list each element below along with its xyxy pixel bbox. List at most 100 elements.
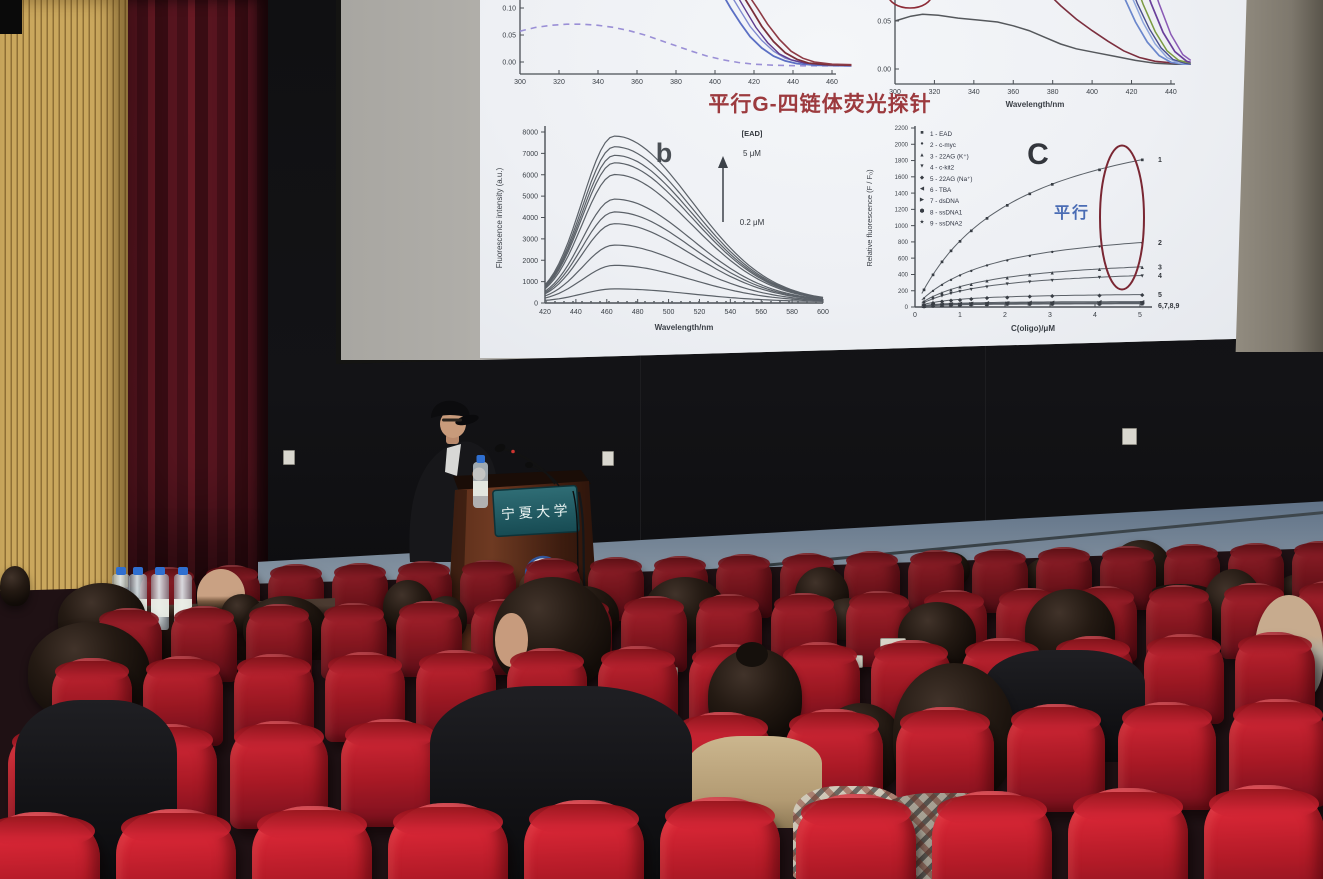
wood-slat-wall — [0, 0, 128, 642]
svg-text:1000: 1000 — [522, 279, 538, 286]
svg-text:●: ● — [1051, 250, 1054, 256]
svg-text:0.05: 0.05 — [877, 19, 891, 26]
svg-text:⬢: ⬢ — [920, 207, 925, 214]
audience-head — [0, 566, 30, 606]
chart-uv-spectra-left: 300 320 340 360 380 400 420 440 460 0.10 0.05 0.00 — [480, 0, 860, 95]
speaker-shirt — [445, 444, 461, 476]
svg-text:1600: 1600 — [895, 175, 909, 181]
svg-text:480: 480 — [632, 309, 644, 316]
svg-text:380: 380 — [670, 79, 682, 86]
svg-text:◆: ◆ — [949, 298, 954, 304]
svg-text:420: 420 — [539, 309, 551, 316]
speaker-cap — [431, 400, 470, 418]
seat — [524, 800, 644, 879]
svg-text:◀: ◀ — [1140, 300, 1145, 306]
svg-text:●: ● — [931, 289, 934, 295]
svg-text:▲: ▲ — [939, 291, 944, 297]
svg-text:■: ■ — [1006, 203, 1009, 209]
svg-text:▼: ▼ — [984, 284, 989, 290]
svg-text:8000: 8000 — [522, 130, 538, 137]
svg-text:◆: ◆ — [940, 299, 945, 305]
svg-text:▲: ▲ — [1097, 267, 1102, 273]
svg-text:420: 420 — [748, 79, 760, 86]
slide-title: 平行G-四链体荧光探针 — [708, 93, 932, 116]
svg-text:440: 440 — [1165, 89, 1177, 96]
seat — [1292, 541, 1323, 605]
seat — [116, 809, 236, 879]
chart-titration-c: 0 200 400 600 800 1000 1200 1400 1600 1800 2000 220… — [860, 118, 1248, 348]
svg-text:■: ■ — [1141, 158, 1144, 164]
svg-text:1: 1 — [1158, 157, 1162, 164]
svg-text:2 - c-myc: 2 - c-myc — [930, 142, 956, 149]
svg-text:340: 340 — [968, 89, 980, 96]
presentation-slide: 300 320 340 360 380 400 420 440 460 0.10 0.05 0.00 … — [480, 0, 1248, 358]
svg-text:◆: ◆ — [1097, 293, 1102, 299]
svg-text:560: 560 — [755, 309, 767, 316]
svg-text:C(oligo)/μM: C(oligo)/μM — [1011, 324, 1055, 333]
svg-text:▶: ▶ — [920, 197, 925, 203]
svg-text:C: C — [1027, 138, 1049, 171]
svg-text:★: ★ — [920, 219, 925, 226]
svg-text:0.05: 0.05 — [502, 33, 516, 40]
svg-text:▲: ▲ — [957, 285, 962, 291]
svg-text:◆: ◆ — [985, 296, 990, 302]
svg-text:▼: ▼ — [1005, 282, 1010, 288]
microphone-capsule — [494, 443, 506, 453]
svg-text:b: b — [656, 138, 673, 168]
svg-text:0: 0 — [905, 305, 909, 311]
svg-text:▲: ▲ — [1027, 273, 1032, 279]
chart-canvas: 0200400600800100012001400160018002000220… — [865, 126, 1180, 333]
svg-text:★: ★ — [940, 302, 945, 309]
svg-text:440: 440 — [570, 309, 582, 316]
svg-text:460: 460 — [601, 309, 613, 316]
svg-text:■: ■ — [970, 228, 973, 234]
svg-text:360: 360 — [631, 79, 643, 86]
svg-text:★: ★ — [969, 302, 974, 309]
svg-text:▲: ▲ — [984, 279, 989, 285]
svg-text:1400: 1400 — [895, 191, 909, 197]
svg-text:▼: ▼ — [930, 297, 935, 303]
svg-text:6 - TBA: 6 - TBA — [930, 187, 952, 194]
svg-text:★: ★ — [958, 302, 963, 309]
chart-canvas: 0 1000 2000 3000 4000 5000 6000 7000 8000 420 440 4… — [495, 126, 829, 332]
seat — [660, 797, 780, 879]
right-side-wall — [1235, 0, 1323, 352]
seat — [252, 806, 372, 879]
svg-text:▲: ▲ — [919, 152, 924, 158]
svg-text:Fluorescence intensity (a.u.): Fluorescence intensity (a.u.) — [495, 167, 504, 268]
svg-text:1000: 1000 — [895, 224, 909, 230]
svg-text:Wavelength/nm: Wavelength/nm — [655, 323, 714, 332]
speaker-face — [440, 410, 466, 438]
svg-text:◆: ◆ — [1028, 294, 1033, 300]
svg-text:●: ● — [1098, 244, 1101, 250]
svg-text:★: ★ — [1005, 301, 1010, 308]
svg-text:320: 320 — [553, 79, 565, 86]
seat — [1007, 704, 1105, 812]
svg-text:500: 500 — [663, 309, 675, 316]
svg-text:★: ★ — [922, 303, 927, 310]
svg-text:300: 300 — [514, 79, 526, 86]
svg-text:4: 4 — [1093, 312, 1097, 319]
microphone-indicator — [511, 449, 515, 454]
svg-text:▼: ▼ — [1050, 278, 1055, 284]
svg-text:1200: 1200 — [895, 208, 909, 214]
svg-text:●: ● — [949, 277, 952, 283]
speaker-glasses — [442, 418, 462, 422]
svg-text:2000: 2000 — [895, 142, 909, 148]
svg-text:⬢: ⬢ — [1140, 300, 1145, 307]
seat — [796, 794, 916, 879]
svg-text:0: 0 — [534, 301, 538, 308]
svg-text:5 μM: 5 μM — [743, 149, 761, 158]
seat — [1204, 785, 1323, 879]
wall-switch-plate — [283, 450, 295, 465]
svg-text:4000: 4000 — [522, 215, 538, 222]
svg-text:★: ★ — [949, 302, 954, 309]
seat — [171, 606, 237, 682]
svg-text:Wavelength/nm: Wavelength/nm — [1006, 100, 1065, 109]
svg-text:0.00: 0.00 — [877, 67, 891, 74]
svg-text:4: 4 — [1158, 273, 1162, 280]
svg-text:■: ■ — [931, 272, 934, 278]
svg-text:●: ● — [940, 283, 943, 289]
svg-text:0.2 μM: 0.2 μM — [740, 218, 765, 227]
svg-text:5000: 5000 — [522, 194, 538, 201]
